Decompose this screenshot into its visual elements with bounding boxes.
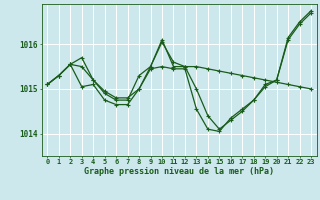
X-axis label: Graphe pression niveau de la mer (hPa): Graphe pression niveau de la mer (hPa)	[84, 167, 274, 176]
